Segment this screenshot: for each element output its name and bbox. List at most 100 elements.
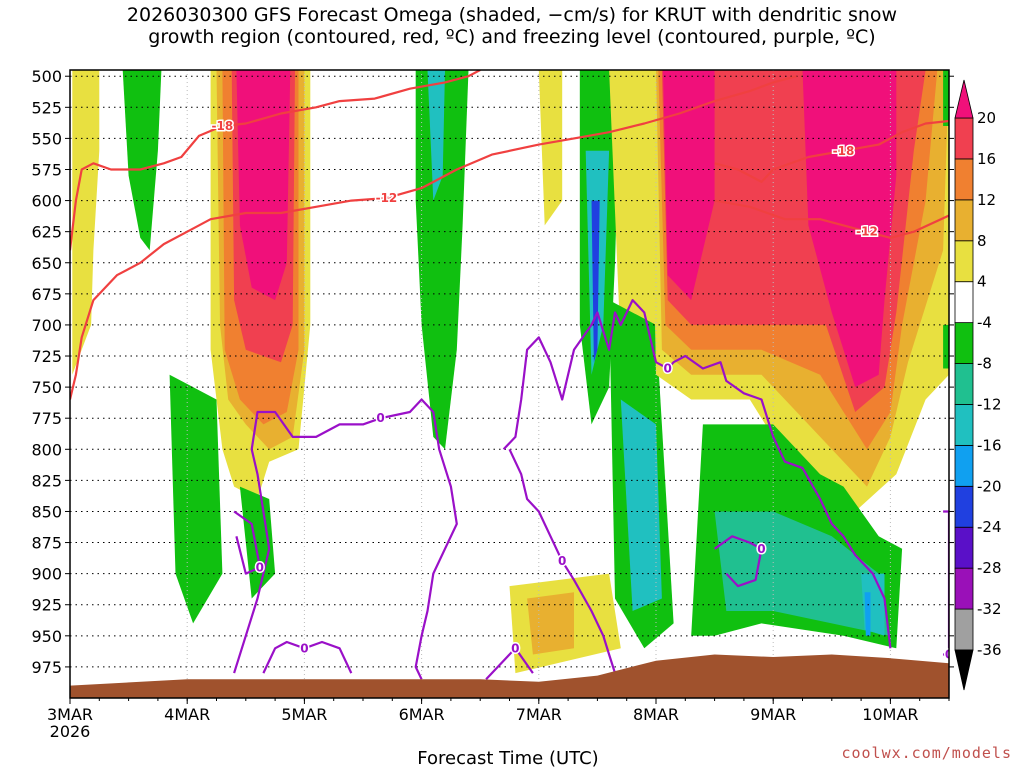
colorbar-band	[954, 567, 974, 610]
omega-region-teal	[620, 399, 662, 611]
freezing-level-contour	[485, 647, 534, 681]
colorbar-band	[954, 444, 974, 487]
colorbar-band	[954, 404, 974, 446]
x-tick-label: 2026	[50, 722, 91, 741]
colorbar-band	[954, 199, 974, 242]
terrain-ground	[70, 654, 949, 698]
colorbar-band	[954, 322, 974, 364]
plot-content: -18 -12 -18 -12 0 0 0 0 0 0 0 0	[70, 70, 953, 698]
x-tick-label: 3MAR	[47, 705, 93, 724]
y-tick-label: 550	[31, 129, 62, 148]
omega-region-yellow	[538, 70, 563, 226]
omega-region-magenta	[236, 70, 291, 301]
y-tick-label: 500	[31, 67, 62, 86]
colorbar-label: -8	[977, 355, 992, 373]
colorbar-label: -28	[977, 559, 1002, 577]
dgz-contour	[714, 119, 949, 183]
colorbar-label: -32	[977, 600, 1002, 618]
omega-region-gold	[527, 592, 574, 655]
colorbar-band	[954, 158, 974, 201]
freezing-level-contour	[502, 299, 892, 649]
x-tick-label: 10MAR	[862, 705, 918, 724]
x-tick-label: 9MAR	[750, 705, 796, 724]
x-tick-label: 4MAR	[164, 705, 210, 724]
colorbar: 20 16 12 8 4 -4 -8 -12 -16 -20 -24 -28 -32 -36	[954, 79, 1002, 691]
colorbar-label: -24	[977, 518, 1002, 536]
colorbar-top-arrow	[954, 79, 974, 119]
y-tick-label: 850	[31, 502, 62, 521]
freezing-level-contour	[508, 448, 617, 674]
x-tick-label: 5MAR	[281, 705, 327, 724]
freezing-level-contour-label: 0	[664, 361, 672, 375]
freezing-level-contour-label: 0	[300, 641, 308, 655]
colorbar-band	[954, 608, 974, 651]
colorbar-label: 8	[977, 232, 987, 250]
freezing-level-contour-label: 0	[945, 647, 953, 661]
colorbar-band	[954, 363, 974, 405]
freezing-level-contour	[233, 398, 458, 680]
freezing-level-contour-label: 0	[511, 641, 519, 655]
omega-region-green	[169, 374, 223, 624]
colorbar-label: 12	[977, 191, 996, 209]
freezing-level-contour	[713, 535, 763, 588]
y-tick-label: 875	[31, 534, 62, 553]
freezing-level-contour-label: 0	[757, 542, 765, 556]
omega-region-teal	[427, 70, 445, 201]
colorbar-label: -12	[977, 395, 1002, 413]
freezing-level-contour	[943, 510, 949, 656]
y-tick-label: 700	[31, 316, 62, 335]
dgz-contour-label: -12	[376, 191, 398, 205]
freezing-level-contour	[262, 640, 353, 674]
x-tick-label: 7MAR	[516, 705, 562, 724]
colorbar-label: 4	[977, 273, 987, 291]
freezing-level-contour	[233, 510, 261, 575]
omega-region-teal	[861, 573, 885, 636]
y-tick-label: 600	[31, 192, 62, 211]
y-tick-label: 950	[31, 627, 62, 646]
y-tick-label: 725	[31, 347, 62, 366]
freezing-level-contour-label: 0	[256, 560, 264, 574]
freezing-level-contour-label: 0	[558, 554, 566, 568]
y-tick-label: 800	[31, 440, 62, 459]
omega-region-green	[122, 70, 162, 251]
dgz-contour-label: -18	[212, 119, 234, 133]
dgz-contour	[70, 75, 797, 400]
dgz-contour	[70, 70, 481, 251]
colorbar-label: 20	[977, 109, 996, 127]
x-tick-label: 6MAR	[399, 705, 445, 724]
omega-region-yellow	[72, 70, 100, 375]
omega-region-yellow	[609, 70, 656, 375]
colorbar-label: -36	[977, 641, 1002, 659]
y-tick-label: 575	[31, 160, 62, 179]
omega-region-lt_blue	[864, 592, 871, 636]
colorbar-label: -16	[977, 436, 1002, 454]
y-tick-label: 750	[31, 378, 62, 397]
y-tick-label: 925	[31, 596, 62, 615]
omega-region-magenta	[663, 70, 715, 301]
colorbar-band	[954, 240, 974, 283]
x-tick-label: 8MAR	[633, 705, 679, 724]
y-tick-label: 675	[31, 285, 62, 304]
chart-title: 2026030300 GFS Forecast Omega (shaded, −…	[126, 4, 898, 48]
y-tick-label: 525	[31, 98, 62, 117]
colorbar-band	[954, 281, 974, 324]
y-tick-label: 825	[31, 471, 62, 490]
colorbar-label: -4	[977, 314, 992, 332]
colorbar-label: -20	[977, 477, 1002, 495]
credit-text: coolwx.com/models	[841, 744, 1012, 762]
dgz-contour-label: -12	[856, 225, 878, 239]
omega-region-green	[415, 70, 469, 450]
dgz-contour-label: -18	[833, 144, 855, 158]
omega-region-magenta	[802, 70, 897, 388]
y-tick-label: 650	[31, 254, 62, 273]
plot-area: -18 -12 -18 -12 0 0 0 0 0 0 0 0	[70, 70, 953, 698]
colorbar-band	[954, 526, 974, 569]
dgz-contour	[714, 199, 949, 239]
omega-region-green	[943, 70, 949, 126]
colorbar-band	[954, 485, 974, 528]
y-tick-label: 775	[31, 409, 62, 428]
omega-region-green	[943, 324, 949, 369]
axes: 500 525 550 575 600 625 650 675 700 725 750 775 800 8…	[31, 67, 954, 741]
freezing-level-contour-label: 0	[376, 411, 384, 425]
